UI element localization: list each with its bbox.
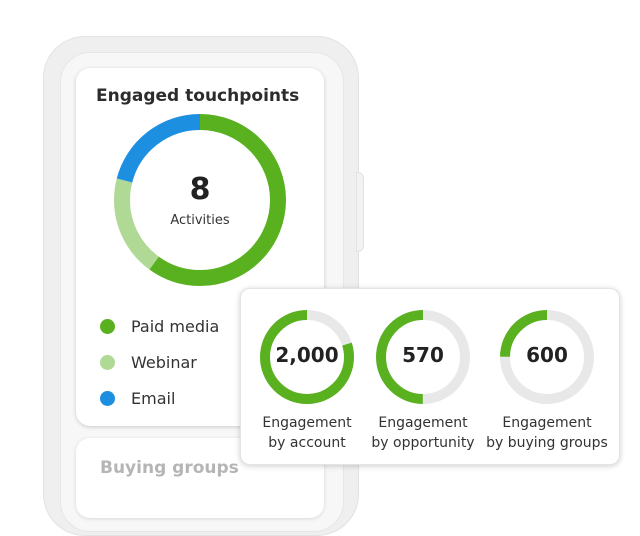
kpi-label-line: by account	[268, 435, 346, 451]
ring-fill	[500, 310, 594, 404]
kpi-label-line: by opportunity	[371, 435, 475, 451]
kpi-value: 2,000	[275, 343, 339, 367]
progress-ring	[500, 310, 594, 404]
donut-segment-webinar	[114, 114, 286, 286]
legend-dot-icon	[100, 354, 115, 370]
legend-item-email: Email	[100, 380, 219, 416]
legend-label: Webinar	[131, 352, 197, 372]
legend-item-paid-media: Paid media	[100, 308, 219, 344]
kpi-label-line: by buying groups	[486, 435, 608, 451]
legend-label: Paid media	[131, 316, 220, 336]
card-title: Buying groups	[100, 458, 239, 478]
kpi-label: Engagement by account	[245, 413, 369, 453]
progress-ring	[376, 310, 470, 404]
ring-fill	[260, 310, 354, 404]
ring-fill	[376, 310, 470, 404]
kpi-engagement-by-buying-groups: 600 Engagement by buying groups	[485, 307, 609, 453]
kpi-engagement-by-opportunity: 570 Engagement by opportunity	[361, 307, 485, 453]
legend-dot-icon	[100, 318, 115, 334]
donut-segment-email	[114, 114, 286, 286]
kpi-label-line: Engagement	[378, 415, 468, 431]
kpi-label: Engagement by opportunity	[361, 413, 485, 453]
activities-count: 8	[189, 172, 211, 207]
kpi-label: Engagement by buying groups	[485, 413, 609, 453]
kpi-label-line: Engagement	[262, 415, 352, 431]
legend-item-webinar: Webinar	[100, 344, 219, 380]
phone-side-button	[356, 172, 364, 252]
kpi-value: 600	[526, 343, 568, 367]
legend-dot-icon	[100, 390, 115, 406]
engaged-touchpoints-card: Engaged touchpoints 8 Activities Paid me…	[76, 68, 324, 426]
progress-ring	[260, 310, 354, 404]
kpi-label-line: Engagement	[502, 415, 592, 431]
legend: Paid media Webinar Email	[100, 308, 219, 416]
engagement-card: 2,000 Engagement by account 570 Engagemen…	[240, 288, 620, 465]
activities-label: Activities	[170, 213, 230, 228]
kpi-value: 570	[402, 343, 444, 367]
legend-label: Email	[131, 388, 176, 408]
touchpoints-donut	[114, 114, 286, 286]
kpi-engagement-by-account: 2,000 Engagement by account	[245, 307, 369, 453]
card-title: Engaged touchpoints	[96, 86, 300, 106]
